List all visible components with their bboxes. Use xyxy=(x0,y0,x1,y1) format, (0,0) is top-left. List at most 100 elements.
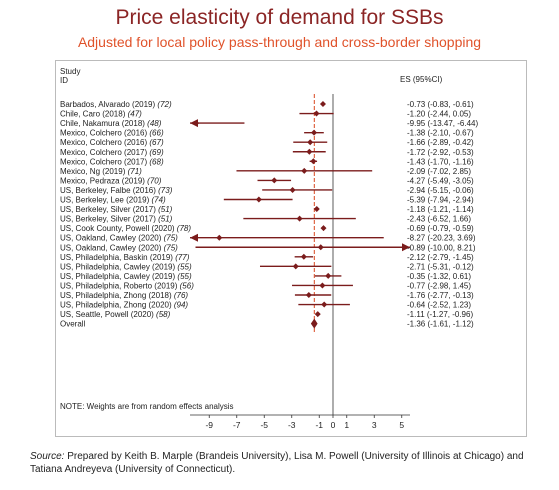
effect-size-label: -1.76 (-2.77, -0.13) xyxy=(407,291,474,300)
study-ref: (94) xyxy=(174,301,189,310)
effect-size-label: -1.43 (-1.70, -1.16) xyxy=(407,157,474,166)
study-label: Mexico, Ng (2019) (71) xyxy=(60,167,142,176)
study-row: US, Oakland, Cawley (2020) (75) -8.27 (-2… xyxy=(60,233,476,243)
study-label: US, Berkeley, Silver (2017) (51) xyxy=(60,205,173,214)
study-row: US, Berkeley, Silver (2017) (51) -1.18 (-… xyxy=(60,205,474,214)
study-label: US, Berkeley, Falbe (2016) (73) xyxy=(60,186,173,195)
study-label: US, Philadelphia, Cawley (2019) (55) xyxy=(60,262,192,271)
effect-size-label: -9.95 (-13.47, -6.44) xyxy=(407,119,478,128)
study-ref: (71) xyxy=(128,167,143,176)
study-ref: (69) xyxy=(149,148,164,157)
study-row: US, Berkeley, Falbe (2016) (73) -2.94 (-5… xyxy=(60,186,474,195)
point-estimate xyxy=(314,311,321,318)
point-estimate xyxy=(310,158,317,165)
x-tick-label: 0 xyxy=(331,420,336,430)
study-ref: (67) xyxy=(149,138,164,147)
point-estimate xyxy=(292,263,299,270)
point-estimate xyxy=(306,148,313,155)
study-label: Chile, Nakamura (2018) (48) xyxy=(60,119,162,128)
effect-size-label: -0.77 (-2.98, 1.45) xyxy=(407,281,471,290)
column-header-id: ID xyxy=(60,76,68,85)
study-row: US, Philadelphia, Roberto (2019) (56) -0.… xyxy=(60,281,471,290)
effect-size-label: -0.73 (-0.83, -0.61) xyxy=(407,100,474,109)
ci-arrow xyxy=(190,233,198,242)
x-tick-label: 1 xyxy=(344,420,349,430)
effect-size-label: -2.09 (-7.02, 2.85) xyxy=(407,167,471,176)
x-tick-label: -7 xyxy=(233,420,241,430)
study-ref: (75) xyxy=(164,234,179,243)
study-label: Chile, Caro (2018) (47) xyxy=(60,110,142,119)
study-label: Mexico, Colchero (2016) (66) xyxy=(60,129,164,138)
study-ref: (68) xyxy=(149,157,164,166)
effect-size-label: -0.69 (-0.79, -0.59) xyxy=(407,224,474,233)
study-label: US, Oakland, Cawley (2020) (75) xyxy=(60,243,178,252)
study-ref: (48) xyxy=(147,119,162,128)
point-estimate xyxy=(289,186,296,193)
study-row: US, Berkeley, Silver (2017) (51) -2.43 (-… xyxy=(60,215,471,224)
effect-size-label: -1.11 (-1.27, -0.96) xyxy=(407,310,473,319)
point-estimate xyxy=(313,110,320,117)
study-ref: (72) xyxy=(157,100,172,109)
effect-size-label: -1.72 (-2.92, -0.53) xyxy=(407,148,474,157)
study-label: US, Berkeley, Silver (2017) (51) xyxy=(60,215,173,224)
column-header-es: ES (95%CI) xyxy=(400,75,443,84)
study-ref: (78) xyxy=(177,224,192,233)
study-ref: (58) xyxy=(156,310,171,319)
point-estimate xyxy=(307,139,314,146)
overall-effect-label: -1.36 (-1.61, -1.12) xyxy=(407,320,474,329)
point-estimate xyxy=(193,120,200,127)
point-estimate xyxy=(255,196,262,203)
study-ref: (74) xyxy=(151,196,166,205)
study-ref: (75) xyxy=(164,243,179,252)
study-label: Mexico, Pedraza (2019) (70) xyxy=(60,176,162,185)
effect-size-label: -5.39 (-7.94, -2.94) xyxy=(407,196,474,205)
effect-size-label: -2.71 (-5.31, -0.12) xyxy=(407,262,474,271)
study-row: US, Oakland, Cawley (2020) (75) -0.89 (-1… xyxy=(60,243,476,252)
study-row: Mexico, Ng (2019) (71) -2.09 (-7.02, 2.85… xyxy=(60,167,471,176)
study-ref: (70) xyxy=(147,176,162,185)
point-estimate xyxy=(271,177,278,184)
study-label: Mexico, Colchero (2017) (69) xyxy=(60,148,164,157)
study-ref: (76) xyxy=(174,291,189,300)
study-ref: (55) xyxy=(177,262,192,271)
study-row: US, Philadelphia, Zhong (2020) (94) -0.64… xyxy=(60,301,471,310)
point-estimate xyxy=(300,253,307,260)
effect-size-label: -2.12 (-2.79, -1.45) xyxy=(407,253,474,262)
effect-size-label: -1.18 (-1.21, -1.14) xyxy=(407,205,474,214)
effect-size-label: -1.20 (-2.44, 0.05) xyxy=(407,110,471,119)
study-ref: (56) xyxy=(180,281,195,290)
effect-size-label: -2.94 (-5.15, -0.06) xyxy=(407,186,474,195)
ci-arrow xyxy=(402,243,410,252)
point-estimate xyxy=(313,206,320,213)
study-row: Mexico, Pedraza (2019) (70) -4.27 (-5.49,… xyxy=(60,176,474,185)
x-tick-label: -9 xyxy=(205,420,213,430)
chart-title: Price elasticity of demand for SSBs xyxy=(115,6,444,29)
x-tick-label: -5 xyxy=(260,420,268,430)
study-ref: (47) xyxy=(128,110,143,119)
study-label: Barbados, Alvarado (2019) (72) xyxy=(60,100,172,109)
study-label: US, Philadelphia, Baskin (2019) (77) xyxy=(60,253,190,262)
study-row: US, Philadelphia, Zhong (2018) (76) -1.76… xyxy=(60,291,474,300)
study-ref: (66) xyxy=(149,129,164,138)
study-row: US, Philadelphia, Cawley (2019) (55) -2.7… xyxy=(60,262,474,271)
point-estimate xyxy=(320,225,327,232)
overall-row: Overall -1.36 (-1.61, -1.12) xyxy=(60,318,474,329)
point-estimate xyxy=(321,301,328,308)
study-row: US, Cook County, Powell (2020) (78) -0.69… xyxy=(60,224,474,233)
study-row: Chile, Caro (2018) (47) -1.20 (-2.44, 0.0… xyxy=(60,110,471,119)
source-note: Source: Prepared by Keith B. Marple (Bra… xyxy=(30,450,550,476)
effect-size-label: -8.27 (-20.23, 3.69) xyxy=(407,234,476,243)
weights-note: NOTE: Weights are from random effects an… xyxy=(60,402,234,411)
source-text: Prepared by Keith B. Marple (Brandeis Un… xyxy=(30,451,524,475)
study-label: US, Berkeley, Lee (2019) (74) xyxy=(60,196,166,205)
study-label: US, Philadelphia, Zhong (2018) (76) xyxy=(60,291,188,300)
study-row: Mexico, Colchero (2016) (66) -1.38 (-2.10… xyxy=(60,129,474,138)
study-ref: (73) xyxy=(158,186,173,195)
x-tick-label: -1 xyxy=(315,420,323,430)
effect-size-label: -4.27 (-5.49, -3.05) xyxy=(407,176,474,185)
effect-size-label: -2.43 (-6.52, 1.66) xyxy=(407,215,471,224)
effect-size-label: -0.35 (-1.32, 0.61) xyxy=(407,272,471,281)
study-label: US, Oakland, Cawley (2020) (75) xyxy=(60,234,178,243)
effect-size-label: -0.64 (-2.52, 1.23) xyxy=(407,301,471,310)
x-tick-label: 5 xyxy=(399,420,404,430)
